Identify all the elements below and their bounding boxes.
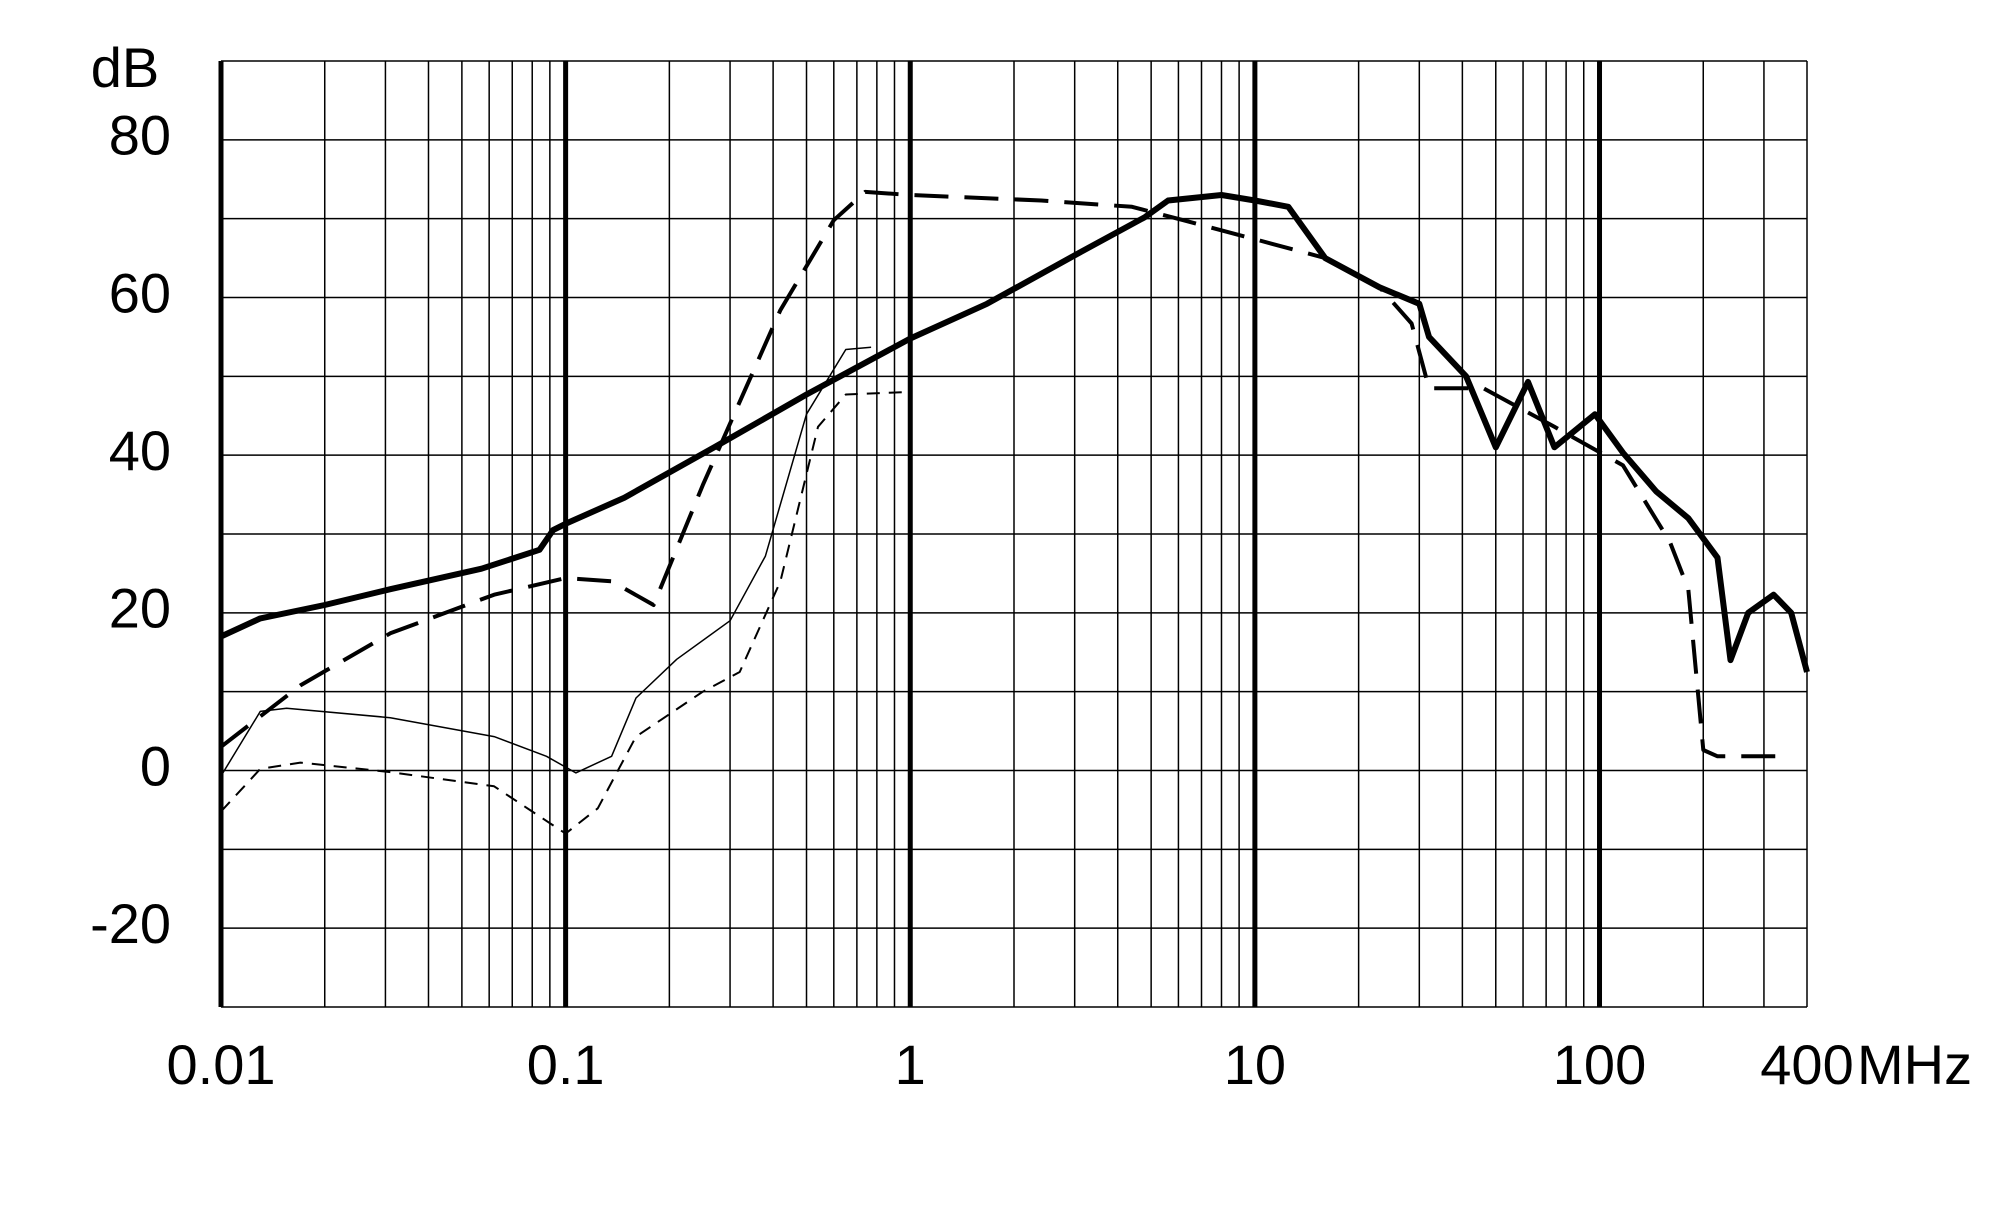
y-tick-label: 40 xyxy=(109,419,171,482)
x-tick-label: 10 xyxy=(1224,1033,1286,1096)
x-tick-label: 100 xyxy=(1553,1033,1646,1096)
x-tick-label: 400 xyxy=(1760,1033,1853,1096)
series-line xyxy=(220,391,905,835)
series-line xyxy=(219,189,1792,759)
x-tick-label: 0.1 xyxy=(527,1033,605,1096)
series-line xyxy=(219,192,1810,673)
y-tick-label: 0 xyxy=(140,734,171,797)
x-tick-label: 0.01 xyxy=(167,1033,276,1096)
y-tick-label: 20 xyxy=(109,577,171,640)
x-tick-label: 1 xyxy=(895,1033,926,1096)
y-axis-label: dB xyxy=(91,36,160,99)
y-tick-label: 80 xyxy=(109,104,171,167)
x-axis-unit: MHz xyxy=(1857,1033,1972,1096)
y-tick-label: -20 xyxy=(90,892,171,955)
series-line xyxy=(220,346,872,777)
y-tick-label: 60 xyxy=(109,261,171,324)
